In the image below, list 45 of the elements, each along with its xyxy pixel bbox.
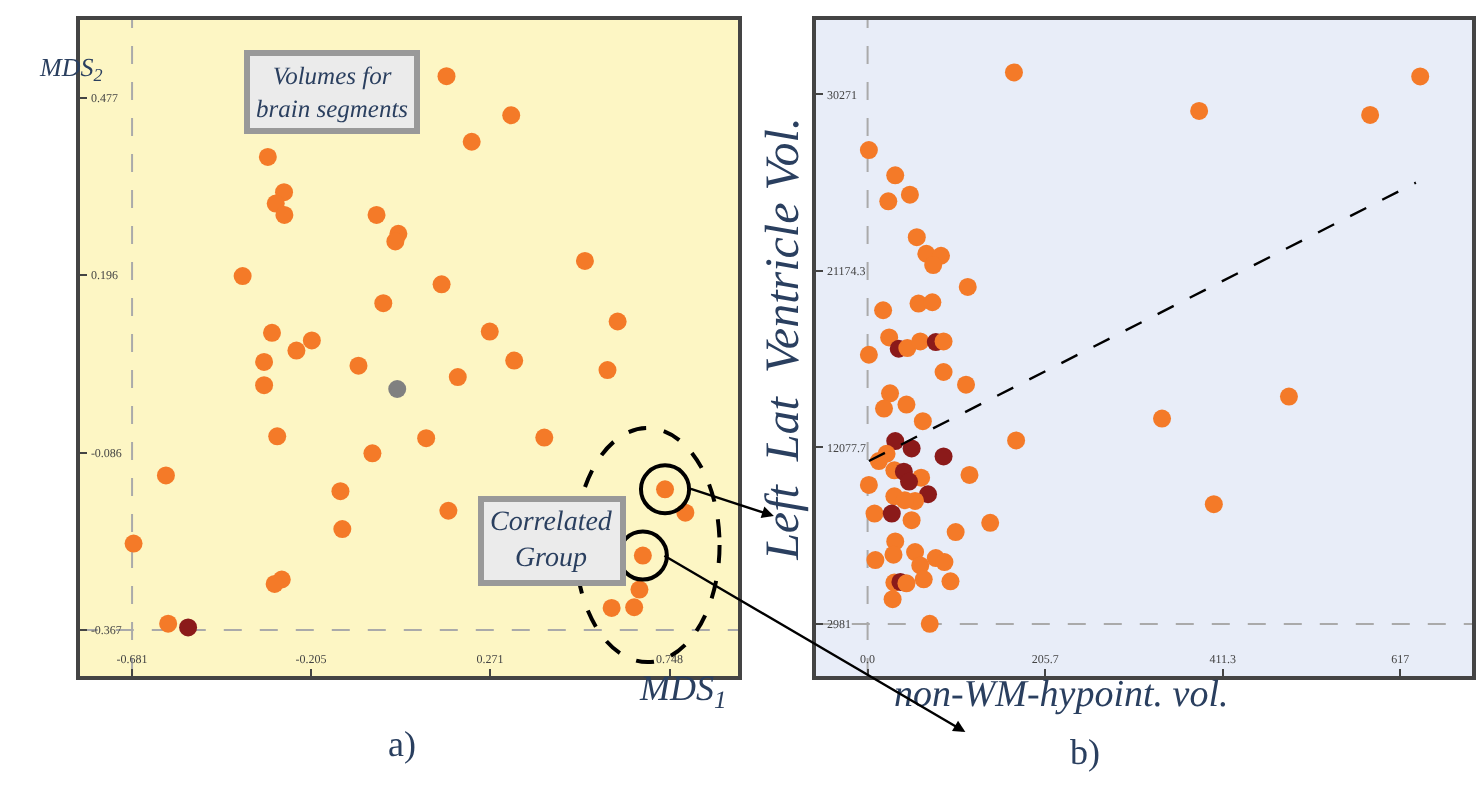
point — [367, 205, 386, 224]
point — [480, 322, 499, 341]
x-axis-title: non-WM-hypoint. vol. — [894, 674, 1229, 716]
point — [598, 361, 617, 380]
point — [349, 356, 368, 375]
point — [331, 482, 350, 501]
point — [535, 428, 554, 447]
point — [159, 614, 178, 633]
point — [448, 368, 467, 387]
y-axis-title: Left Lat Ventricle Vol. — [757, 117, 810, 562]
point — [602, 598, 621, 617]
annotation: Volumes for brain segments — [256, 62, 409, 123]
point — [608, 312, 627, 331]
point — [287, 341, 306, 360]
point — [575, 251, 594, 270]
point — [439, 501, 458, 520]
point — [275, 205, 294, 224]
point — [386, 232, 405, 251]
point — [265, 574, 284, 593]
text: b) — [1070, 732, 1100, 772]
point — [268, 427, 287, 446]
point — [233, 267, 252, 286]
x-axis-title: MDS$_{1}$ — [638, 668, 727, 714]
point — [156, 466, 175, 485]
point — [255, 352, 274, 371]
point — [388, 380, 407, 398]
point — [502, 106, 521, 125]
point — [258, 147, 277, 166]
point — [374, 294, 393, 313]
point — [333, 520, 352, 539]
point — [262, 323, 281, 342]
point — [124, 534, 143, 553]
point — [363, 444, 382, 463]
point — [630, 580, 649, 599]
point — [302, 331, 321, 350]
point — [432, 275, 451, 294]
point — [625, 598, 644, 617]
text: a) — [388, 724, 416, 764]
point — [179, 618, 198, 637]
point — [505, 351, 524, 370]
point — [437, 67, 456, 86]
annotation: Correlated Group — [490, 508, 614, 575]
point — [255, 376, 274, 395]
point — [417, 429, 436, 448]
point — [462, 132, 481, 151]
